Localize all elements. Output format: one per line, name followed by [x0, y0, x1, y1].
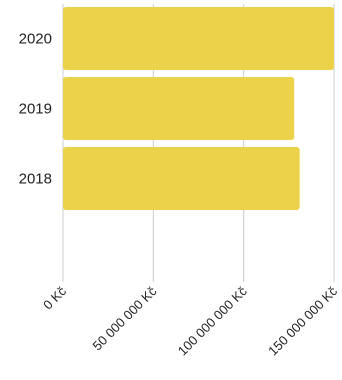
bar-2018[interactable]: [63, 147, 300, 210]
bar-2020[interactable]: [63, 7, 334, 70]
category-label: 2019: [19, 101, 52, 118]
x-tick-label: 50 000 000 Kč: [90, 283, 160, 353]
category-label: 2018: [19, 171, 52, 188]
x-tick-label: 100 000 000 Kč: [175, 283, 250, 358]
bars: [63, 7, 334, 210]
x-tick-labels: 0 Kč 50 000 000 Kč 100 000 000 Kč 150 000 0…: [40, 283, 340, 358]
category-labels: 2020 2019 2018: [19, 31, 52, 188]
bar-2019[interactable]: [63, 77, 295, 140]
category-label: 2020: [19, 31, 52, 48]
x-tick-label: 0 Kč: [40, 283, 69, 312]
x-tick-label: 150 000 000 Kč: [265, 283, 340, 358]
